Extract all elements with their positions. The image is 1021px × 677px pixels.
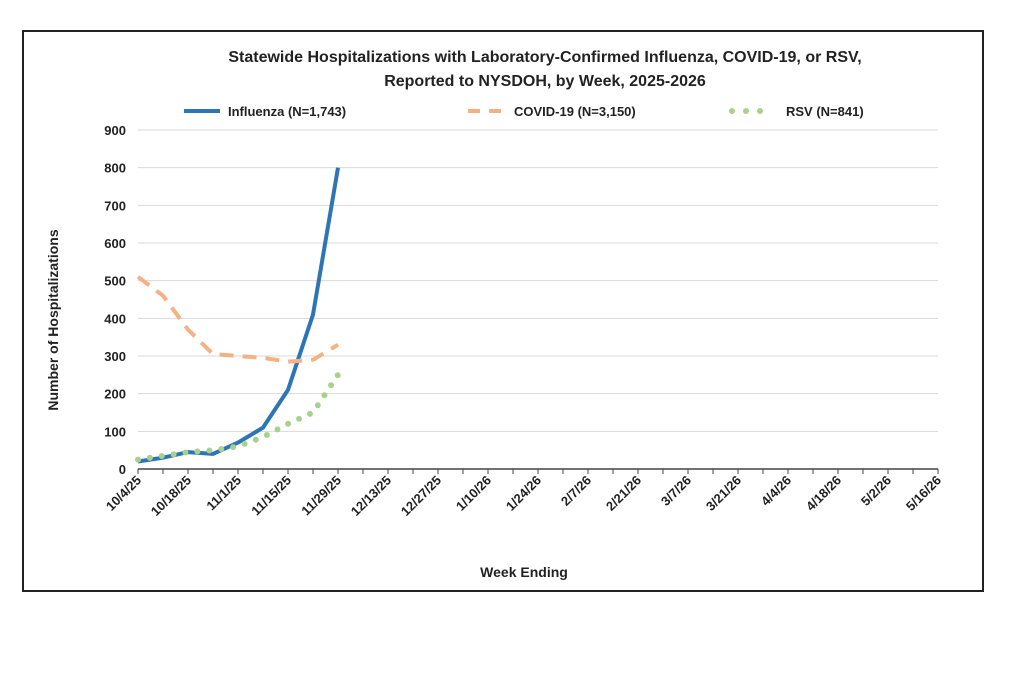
x-tick-label: 11/15/25 [248, 473, 294, 519]
gridlines [138, 129, 938, 432]
x-tick-label: 1/10/26 [453, 473, 494, 514]
y-tick-label: 600 [104, 236, 126, 251]
x-tick-label: 3/21/26 [703, 473, 744, 514]
y-tick-label: 900 [104, 123, 126, 138]
x-tick-label: 4/18/26 [803, 473, 844, 514]
series-line-rsv [135, 371, 341, 463]
series-lines [135, 167, 341, 464]
x-tick-label: 12/27/25 [398, 473, 444, 519]
x-tick-label: 1/24/26 [503, 473, 544, 514]
y-tick-label: 300 [104, 349, 126, 364]
chart-title-line-1: Statewide Hospitalizations with Laborato… [228, 49, 861, 66]
x-tick-label: 10/4/25 [103, 473, 144, 514]
legend-covid-label: COVID-19 (N=3,150) [514, 104, 636, 119]
y-axis-label: Number of Hospitalizations [45, 229, 61, 410]
y-tick-label: 500 [104, 274, 126, 289]
y-tick-label: 800 [104, 161, 126, 176]
x-tick-label: 2/21/26 [603, 473, 644, 514]
x-tick-label: 2/7/26 [558, 473, 594, 509]
y-tick-label: 200 [104, 387, 126, 402]
y-tick-label: 400 [104, 311, 126, 326]
legend-rsv-label: RSV (N=841) [786, 104, 864, 119]
x-tick-label: 5/2/26 [858, 473, 894, 509]
legend-influenza-label: Influenza (N=1,743) [228, 104, 346, 119]
legend: Influenza (N=1,743) COVID-19 (N=3,150) R… [184, 104, 864, 119]
chart-svg: Statewide Hospitalizations with Laborato… [45, 49, 944, 580]
x-tick-label: 10/18/25 [148, 473, 194, 519]
x-tick-label: 3/7/26 [658, 473, 694, 509]
y-axis-ticks: 0 100 200 300 400 500 600 700 800 900 [104, 123, 126, 477]
x-axis: 10/4/25 10/18/25 11/1/25 11/15/25 11/29/25 12… [103, 468, 944, 519]
chart-frame: Statewide Hospitalizations with Laborato… [22, 30, 984, 592]
x-tick-label: 5/16/26 [903, 473, 944, 514]
series-line-covid-19 [136, 275, 340, 364]
x-axis-label: Week Ending [480, 564, 568, 580]
x-tick-label: 12/13/25 [348, 473, 394, 519]
y-tick-label: 100 [104, 424, 126, 439]
chart-title-line-2: Reported to NYSDOH, by Week, 2025-2026 [384, 73, 706, 90]
y-tick-label: 0 [119, 462, 126, 477]
series-line-influenza [137, 167, 340, 464]
x-tick-label: 11/29/25 [298, 473, 344, 519]
y-tick-label: 700 [104, 198, 126, 213]
x-tick-label: 4/4/26 [758, 473, 794, 509]
x-tick-label: 11/1/25 [203, 473, 244, 514]
